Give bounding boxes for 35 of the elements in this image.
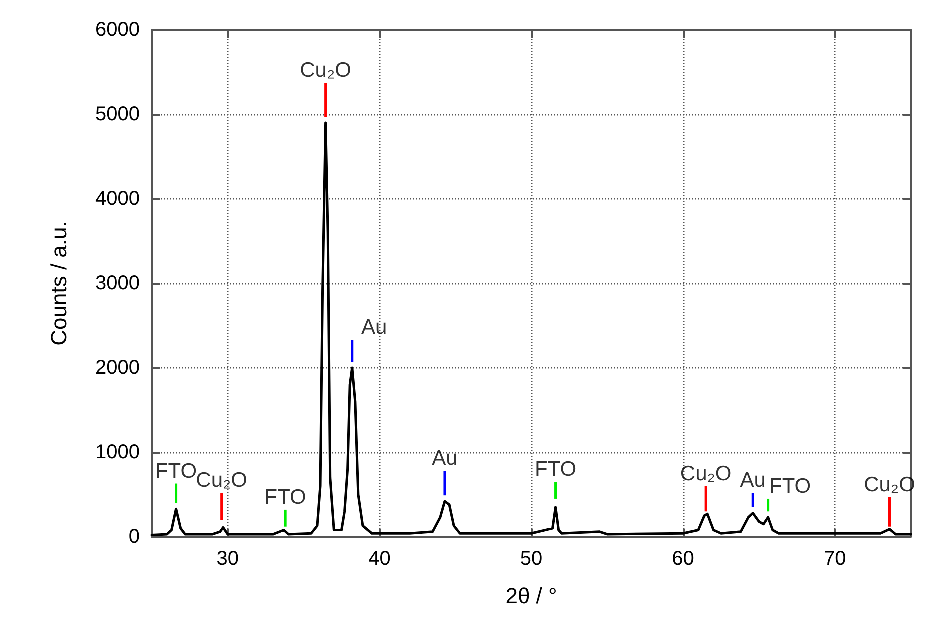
annotation: Cu₂O [196,469,248,492]
annotation: FTO [264,486,306,509]
x-tick-label: 50 [520,548,543,570]
bar [554,482,558,499]
y-axis-title: Counts / a.u. [46,221,72,346]
annotation: FTO [155,460,198,483]
bar [284,510,287,527]
bar [324,83,328,118]
y-tick-label: 1000 [96,442,140,464]
x-tick-label: 40 [368,548,391,570]
y-tick-label: 3000 [96,272,140,294]
y-tick-label: 5000 [96,104,140,126]
bar [220,493,224,520]
bar [704,486,708,512]
bar [767,498,770,512]
y-tick-label: 4000 [96,188,140,210]
x-tick-label: 60 [672,548,694,570]
bar [888,497,891,527]
annotation: Au [740,469,766,492]
y-tick-label: 0 [128,526,140,548]
bar [175,484,178,504]
y-tick-label: 6000 [96,19,140,41]
annotation: FTO [769,474,812,498]
annotation: FTO [534,458,577,482]
bar [444,471,446,496]
annotation: Cu₂O [300,59,352,82]
annotation: Cu₂O [680,462,732,486]
x-axis-title: 2θ / ° [506,584,558,608]
annotation: Au [362,316,388,340]
x-tick-label: 70 [824,548,846,570]
y-tick-label: 2000 [96,357,140,379]
bar [752,493,754,508]
x-tick-label: 30 [216,548,240,570]
bar [351,340,354,362]
annotation: Au [432,447,458,470]
